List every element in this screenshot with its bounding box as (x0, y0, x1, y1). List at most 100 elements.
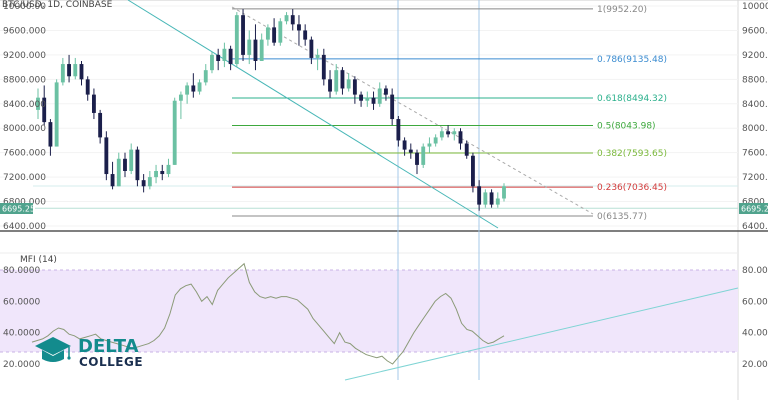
candle-body (197, 82, 202, 92)
mfi-tick-right: 60.0000 (742, 297, 768, 307)
candle-body (60, 64, 65, 83)
price-tick-left: 7600.000 (3, 149, 46, 159)
candle-body (147, 177, 152, 187)
candle-body (390, 94, 395, 120)
mfi-line (31, 262, 505, 365)
price-tick-left: 6800.000 (3, 198, 46, 208)
price-tick-right: 6400.000 (742, 222, 768, 232)
fib-level-label: 0.382(7593.65) (597, 149, 667, 159)
price-tick-right: 10000.00 (742, 2, 768, 12)
fib-level-label: 0.618(8494.32) (597, 94, 667, 104)
candle-body (471, 155, 475, 187)
candle-body (91, 94, 96, 113)
price-tag-left-text: 6695.25 (2, 205, 35, 214)
mfi-series (31, 262, 505, 365)
candle-body (384, 88, 388, 95)
candle-body (166, 164, 171, 175)
fibonacci-retracement: 1(9952.20) 0.786(9135.48) 0.618(8494.32) 0.… (232, 5, 667, 222)
candle-body (85, 79, 90, 95)
mfi-band (0, 269, 738, 353)
candle-body (222, 48, 227, 61)
candle-body (110, 174, 115, 187)
candle-body (284, 15, 289, 22)
delta-college-logo: DELTA COLLEGE (35, 336, 143, 369)
indicator-label: MFI (14) (20, 255, 57, 265)
candle-body (191, 85, 196, 92)
candle-body (495, 198, 500, 205)
candle-body (203, 70, 208, 83)
candle-body (365, 97, 370, 101)
candle-body (67, 64, 71, 77)
candlestick-series (36, 9, 506, 211)
candle-body (415, 152, 419, 165)
candle-body (104, 137, 109, 175)
price-tag-right: 6695.25 (739, 203, 768, 214)
candle-body (54, 82, 59, 147)
candle-body (297, 24, 301, 31)
candle-body (116, 158, 121, 187)
candle-body (228, 48, 233, 65)
candle-body (48, 122, 53, 147)
candle-body (278, 21, 283, 43)
price-tick-left: 8000.000 (3, 124, 46, 134)
candle-body (253, 39, 258, 61)
candle-body (427, 143, 432, 147)
candle-body (154, 171, 158, 178)
candle-body (396, 119, 401, 141)
candle-body (489, 192, 494, 205)
trend-lines (127, 0, 739, 381)
mfi-tick-left: 80.0000 (3, 266, 40, 276)
fib-level-label: 0.786(9135.48) (597, 55, 667, 65)
logo-line1: DELTA (78, 336, 139, 357)
mfi-trend-line (344, 287, 739, 381)
candle-body (321, 54, 326, 80)
price-tag-left: 6695.25 (0, 203, 35, 214)
candle-body (315, 54, 320, 58)
candle-body (477, 186, 482, 205)
candle-body (359, 94, 364, 101)
candle-body (36, 97, 40, 110)
fib-level-label: 1(9952.20) (597, 5, 647, 15)
candle-body (340, 70, 345, 89)
price-axis: 10000.00 10000.00 9600.000 9600.000 9200.000… (3, 2, 768, 232)
candle-body (433, 137, 438, 144)
candle-body (73, 64, 78, 77)
price-tick-right: 9600.000 (742, 26, 768, 36)
fib-level-label: 0.236(7036.45) (597, 183, 667, 193)
price-tick-left: 8400.000 (3, 100, 46, 110)
candle-body (141, 180, 146, 187)
candle-body (216, 54, 221, 61)
candle-body (483, 192, 488, 205)
candle-body (160, 171, 165, 175)
candle-body (377, 88, 382, 104)
graduation-cap-icon (35, 337, 71, 362)
candle-body (303, 30, 308, 40)
fib-level-label: 0.5(8043.98) (597, 122, 656, 132)
mfi-tick-right: 40.0000 (742, 329, 768, 339)
candle-body (129, 149, 134, 171)
candle-body (234, 15, 239, 65)
mfi-tick-right: 80.0000 (742, 266, 768, 276)
candle-body (502, 186, 506, 199)
candle-body (458, 131, 463, 144)
candle-body (241, 15, 245, 55)
fib-level-label: 0(6135.77) (597, 212, 647, 222)
price-tick-right: 8800.000 (742, 75, 768, 85)
symbol-label: BTC/USD, 1D, COINBASE (2, 0, 113, 10)
dashed-trend-line (231, 6, 594, 215)
price-tick-left: 8800.000 (3, 75, 46, 85)
candle-body (346, 79, 351, 89)
price-tick-right: 6800.000 (742, 198, 768, 208)
candle-body (265, 27, 270, 40)
candle-body (42, 97, 47, 123)
candle-body (371, 97, 376, 104)
candle-body (123, 158, 127, 171)
candle-body (172, 100, 177, 165)
candle-body (185, 85, 190, 95)
price-tick-left: 9600.000 (3, 26, 46, 36)
price-tick-right: 8000.000 (742, 124, 768, 134)
mfi-tick-left: 60.0000 (3, 297, 40, 307)
candle-body (352, 79, 357, 95)
candle-body (408, 149, 413, 153)
